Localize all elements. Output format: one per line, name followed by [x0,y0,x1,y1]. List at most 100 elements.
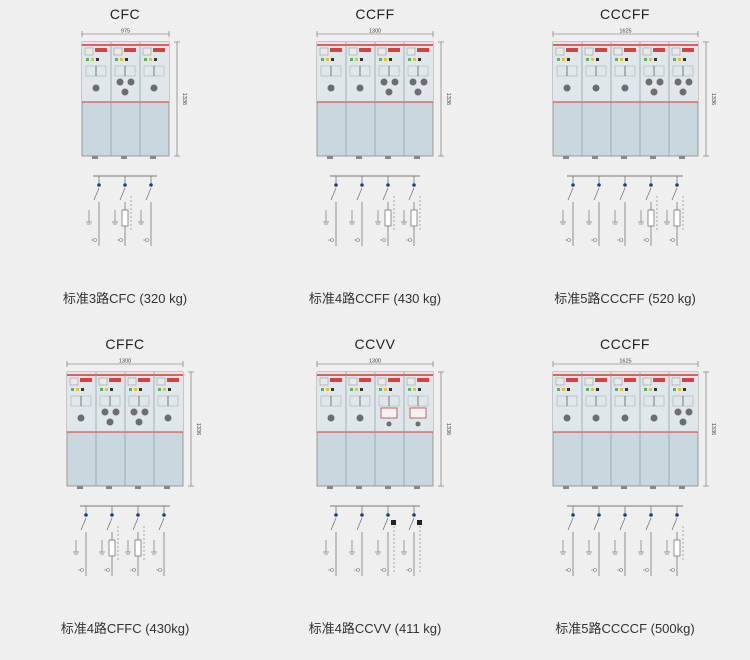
cabinet-foot [92,156,98,159]
meter-box [555,377,565,386]
config-cell: CCCFF 1625 1336 标准5路CCCFF (520 kg) [500,0,750,330]
black-indicator [139,388,142,391]
config-cell: CCVV 1300 1336 标准4路CCVV (411 kg) [250,330,500,660]
cabinet-foot [679,156,685,159]
indicator-strip [566,378,578,382]
indicator-strip [138,378,150,382]
voltage-indicator [645,568,649,572]
cabinet-foot [150,156,156,159]
operating-knob [409,78,417,86]
switch-blade [330,187,337,201]
black-indicator [596,388,599,391]
operating-knob [420,78,428,86]
single-line-schematic [323,505,422,576]
yellow-indicator [163,388,166,391]
black-indicator [567,388,570,391]
voltage-indicator [593,238,597,242]
operating-knob [674,408,682,416]
yellow-indicator [591,58,594,61]
yellow-indicator [326,58,329,61]
indicator-strip [124,48,136,52]
meter-box [348,377,358,386]
green-indicator [408,58,411,61]
config-title: CCFF [355,6,395,22]
voltage-indicator [593,568,597,572]
operating-knob [385,88,393,96]
yellow-indicator [149,58,152,61]
voltage-indicator [567,238,571,242]
cabinet-foot [121,156,127,159]
cabinet-foot [650,486,656,489]
voltage-indicator [382,568,386,572]
voltage-indicator [408,568,412,572]
cabinet-foot [563,156,569,159]
green-indicator [557,388,560,391]
green-indicator [129,388,132,391]
bus-node [84,513,88,517]
operating-knob [386,421,392,427]
green-indicator [408,388,411,391]
voltage-indicator [119,238,123,242]
height-dimension-label: 1336 [445,93,451,105]
indicator-strip [653,48,665,52]
black-indicator [81,388,84,391]
operating-knob [356,414,364,422]
bus-node [597,513,601,517]
bus-node [149,183,153,187]
bus-node [571,183,575,187]
cabinet-foot [592,156,598,159]
switch-blade [356,517,363,531]
operating-knob [414,88,422,96]
black-indicator [418,58,421,61]
black-indicator [683,58,686,61]
black-indicator [683,388,686,391]
cabinet-foot [592,486,598,489]
indicator-strip [653,378,665,382]
green-indicator [144,58,147,61]
meter-box [671,377,681,386]
bus-node [334,513,338,517]
meter-box [406,47,416,56]
cabinet-foot [650,156,656,159]
bus-node [97,183,101,187]
meter-box [142,47,152,56]
fuse-symbol [384,209,392,227]
bus-node [110,513,114,517]
green-indicator [86,58,89,61]
voltage-indicator [408,238,412,242]
switch-blade [106,517,113,531]
switch-blade [645,517,652,531]
yellow-indicator [591,388,594,391]
green-indicator [673,58,676,61]
switch-blade [593,187,600,201]
voltage-indicator [330,238,334,242]
config-title: CCVV [354,336,396,352]
voltage-indicator [330,568,334,572]
switch-blade [132,517,139,531]
green-indicator [586,388,589,391]
cabinet-foot [327,486,333,489]
bus-node [162,513,166,517]
switch-blade [356,187,363,201]
cabinet-foot [621,156,627,159]
config-cell: CCCFF 1625 1336 标准5路CCCCF (500kg) [500,330,750,660]
fuse-symbol [108,539,116,557]
indicator-strip [624,378,636,382]
yellow-indicator [384,58,387,61]
bus-node [597,183,601,187]
bus-node [360,513,364,517]
black-indicator [360,58,363,61]
single-line-schematic [86,175,157,246]
switch-blade [158,517,165,531]
width-dimension-label: 1300 [119,359,131,365]
config-cell: CFFC 1300 1336 标准4路CFFC (430kg) [0,330,250,660]
meter-box [98,377,108,386]
indicator-strip [595,378,607,382]
switch-blade [619,517,626,531]
black-indicator [389,58,392,61]
voltage-indicator [382,238,386,242]
height-dimension-label: 1336 [445,423,451,435]
config-caption: 标准4路CCVV (411 kg) [308,621,442,636]
indicator-strip [95,48,107,52]
switch-blade [567,517,574,531]
